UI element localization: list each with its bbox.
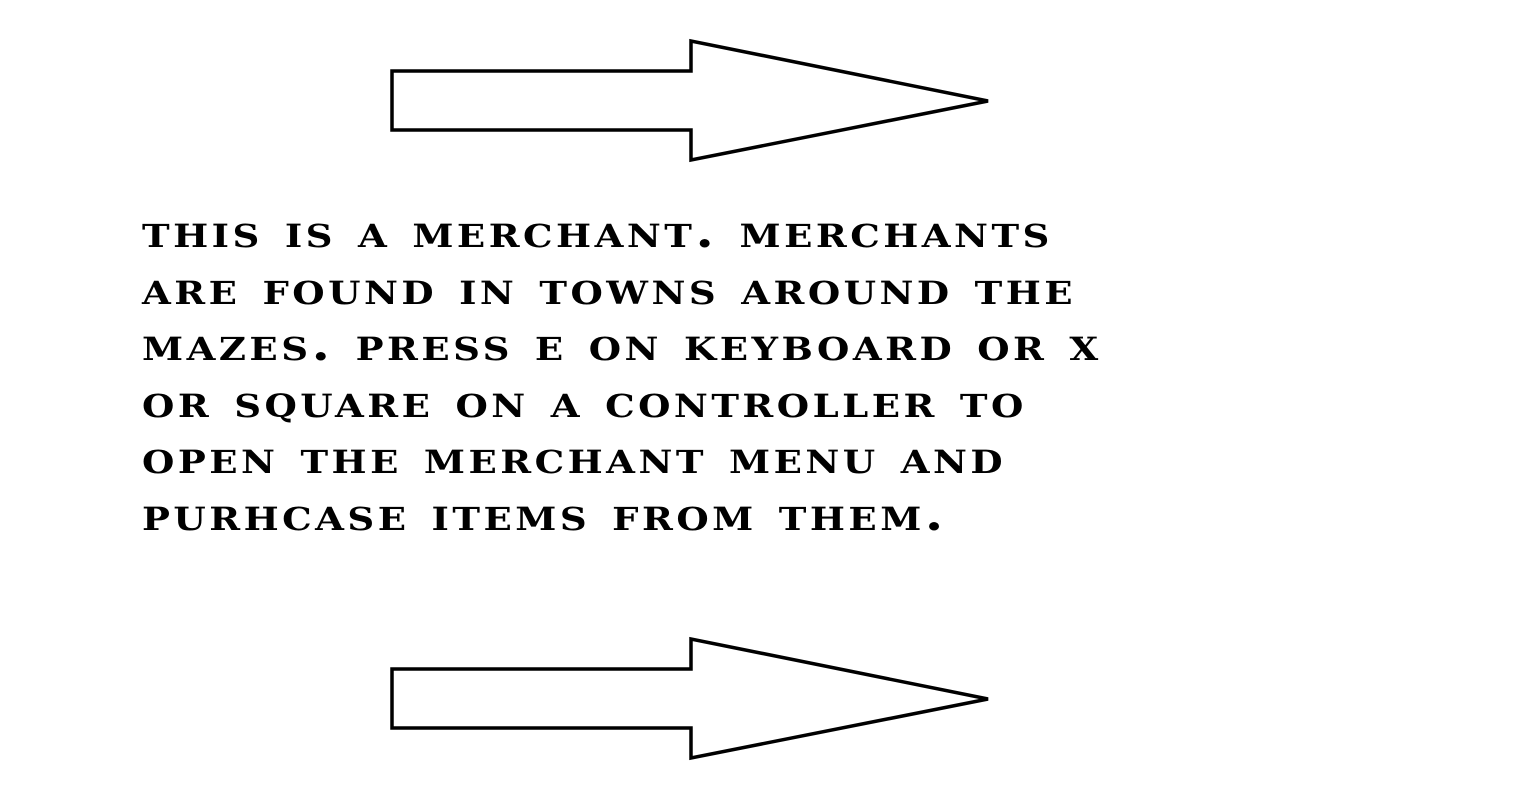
- right-arrow-icon: [388, 38, 993, 163]
- merchant-tutorial-text: THIS IS A MERCHANT. MERCHANTS ARE FOUND …: [142, 203, 1382, 542]
- tutorial-line: ARE FOUND IN TOWNS AROUND THE: [142, 260, 1077, 315]
- right-arrow-icon: [388, 636, 993, 761]
- tutorial-line: MAZES. PRESS E ON KEYBOARD OR X: [142, 317, 1102, 371]
- tutorial-line: OR SQUARE ON A CONTROLLER TO: [142, 373, 1027, 428]
- tutorial-line: PURHCASE ITEMS FROM THEM.: [142, 486, 947, 541]
- tutorial-line: THIS IS A MERCHANT. MERCHANTS: [142, 204, 1053, 258]
- tutorial-line: OPEN THE MERCHANT MENU AND: [142, 430, 1007, 484]
